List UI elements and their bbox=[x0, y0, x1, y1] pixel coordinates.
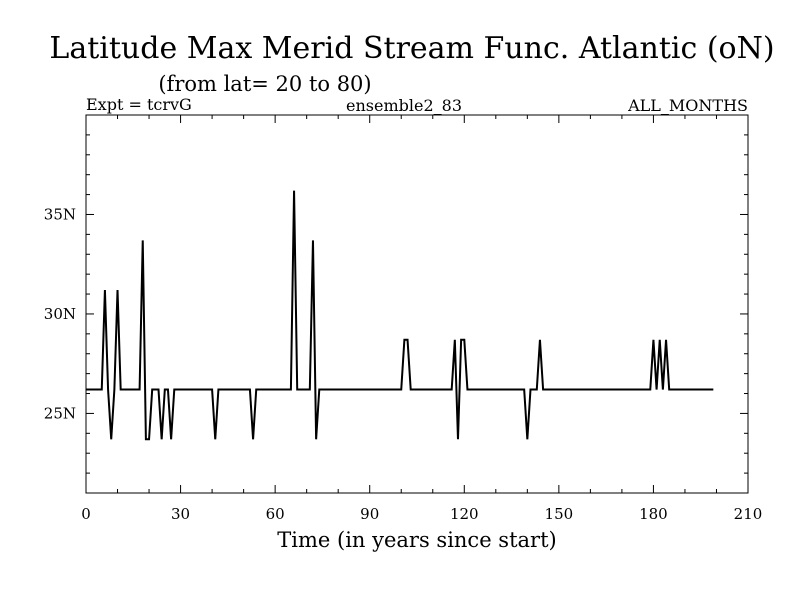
y-tick-label: 30N bbox=[44, 305, 76, 323]
y-tick-label: 25N bbox=[44, 404, 76, 422]
x-tick-label: 210 bbox=[734, 505, 763, 523]
series-line bbox=[86, 190, 714, 441]
y-tick-label: 35N bbox=[44, 205, 76, 223]
chart-subtitle: (from lat= 20 to 80) bbox=[158, 72, 371, 96]
x-tick-label: 60 bbox=[266, 505, 285, 523]
header-ensemble: ensemble2_83 bbox=[346, 96, 462, 115]
x-tick-label: 150 bbox=[545, 505, 574, 523]
x-tick-label: 180 bbox=[639, 505, 668, 523]
y-tick-labels: 25N 30N 35N bbox=[44, 205, 76, 422]
chart-title: Latitude Max Merid Stream Func. Atlantic… bbox=[49, 31, 774, 66]
x-tick-labels: 0 30 60 90 120 150 180 210 bbox=[81, 505, 762, 523]
header-experiment: Expt = tcrvG bbox=[86, 95, 192, 114]
x-tick-label: 120 bbox=[450, 505, 479, 523]
x-axis-label: Time (in years since start) bbox=[277, 528, 556, 552]
x-tick-label: 90 bbox=[360, 505, 379, 523]
header-months: ALL_MONTHS bbox=[627, 96, 748, 115]
axis-ticks bbox=[85, 114, 749, 494]
x-tick-label: 0 bbox=[81, 505, 91, 523]
plot-frame bbox=[85, 114, 749, 494]
x-tick-label: 30 bbox=[171, 505, 190, 523]
